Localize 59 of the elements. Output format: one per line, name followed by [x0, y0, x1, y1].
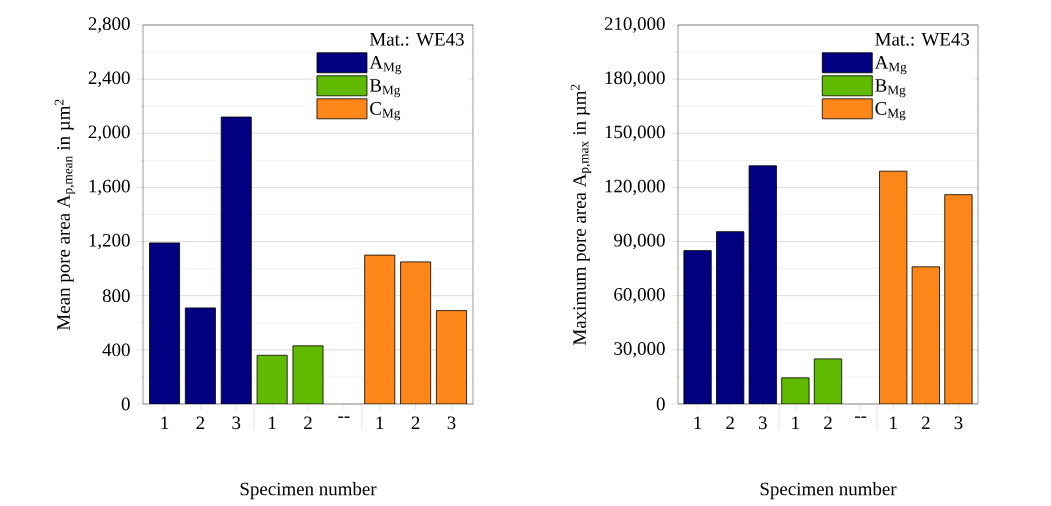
legend-title: Mat.: WE43	[369, 33, 464, 47]
x-tick-label: 2	[411, 416, 420, 430]
legend-title: Mat.: WE43	[875, 33, 970, 47]
x-tick-label: 2	[824, 416, 832, 430]
legend-label: C$_{Mg}$	[370, 102, 401, 121]
x-tick-label: 3	[954, 416, 963, 430]
legend-label: A$_{Mg}$	[369, 56, 402, 75]
bar	[436, 310, 467, 405]
y-tick-label: 0	[656, 397, 665, 411]
x-tick-label: 2	[921, 416, 930, 430]
y-tick-label: 1,600	[89, 179, 130, 196]
legend-label: C$_{Mg}$	[875, 102, 906, 121]
bar	[400, 261, 432, 405]
x-axis-title: Specimen number	[240, 482, 377, 500]
bar	[220, 116, 252, 405]
y-tick-label: 1,200	[89, 234, 130, 250]
y-tick-label: 30,000	[614, 342, 665, 358]
bar	[944, 194, 973, 405]
legend-label: B$_{Mg}$	[875, 79, 906, 98]
y-tick-label: 120,000	[605, 179, 665, 196]
y-tick-label: 2,800	[88, 17, 130, 33]
x-tick-label: 2	[196, 416, 205, 430]
y-tick-label: 2,000	[88, 125, 130, 142]
legend-label: A$_{Mg}$	[874, 56, 907, 75]
x-tick-label: --	[855, 416, 867, 419]
y-tick-label: 180,000	[605, 71, 665, 88]
x-tick-label: 1	[694, 416, 702, 430]
x-tick-label: --	[338, 416, 350, 419]
x-tick-label: 1	[792, 416, 799, 430]
x-tick-label: 1	[890, 416, 897, 430]
y-tick-label: 0	[121, 397, 130, 411]
bar	[813, 358, 843, 405]
y-tick-label: 150,000	[605, 125, 665, 142]
bar	[364, 254, 396, 405]
x-tick-label: 3	[758, 416, 767, 430]
y-tick-label: 60,000	[614, 288, 665, 304]
bar	[292, 345, 324, 405]
y-tick-label: 2,400	[88, 71, 130, 88]
x-tick-label: 1	[376, 416, 384, 430]
y-tick-label: 90,000	[614, 234, 665, 250]
x-tick-label: 3	[447, 416, 456, 430]
bar	[911, 266, 940, 405]
x-tick-label: 2	[726, 416, 734, 430]
bar	[184, 307, 216, 405]
x-tick-label: 2	[304, 416, 312, 430]
bar	[149, 242, 180, 405]
x-tick-label: 1	[161, 416, 169, 430]
y-axis-title: Mean pore area A$_{p,mean}$ in µm$^{2}$	[54, 99, 76, 331]
x-tick-label: 3	[232, 416, 241, 430]
bar	[879, 171, 908, 405]
x-tick-label: 1	[269, 416, 276, 430]
y-tick-label: 800	[102, 289, 130, 303]
y-axis-title: Maximum pore area A$_{p,max}$ in µm$^{2}$	[570, 84, 592, 346]
bar	[256, 355, 288, 405]
x-axis-title: Specimen number	[760, 482, 897, 500]
y-tick-label: 400	[102, 343, 130, 357]
legend-label: B$_{Mg}$	[369, 79, 401, 98]
y-tick-label: 210,000	[604, 17, 665, 33]
bar	[781, 377, 810, 405]
